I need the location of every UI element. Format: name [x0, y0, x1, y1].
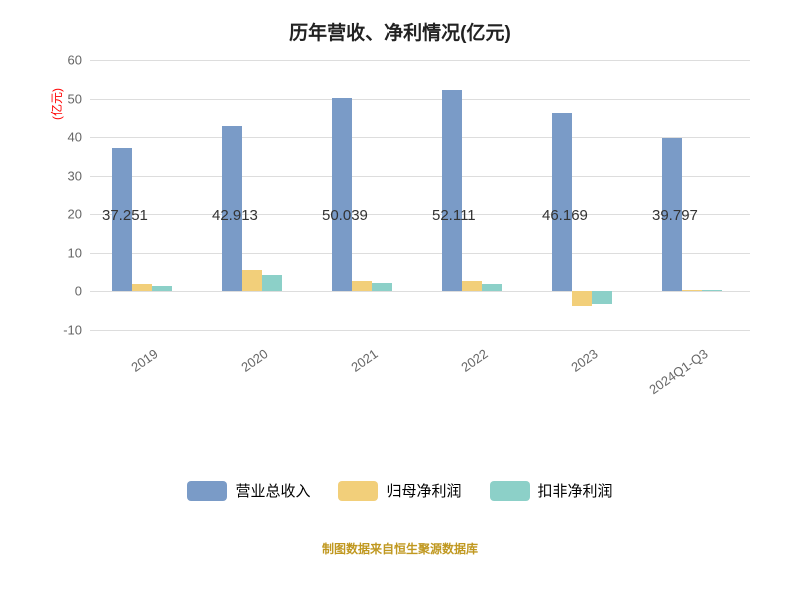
bar [482, 284, 502, 292]
bar [442, 90, 462, 291]
chart-title: 历年营收、净利情况(亿元) [0, 0, 800, 45]
gridline [90, 253, 750, 254]
bar [352, 281, 372, 291]
value-label: 37.251 [102, 207, 148, 224]
gridline [90, 176, 750, 177]
x-tick-label: 2024Q1-Q3 [628, 346, 710, 410]
bar [152, 286, 172, 292]
gridline [90, 330, 750, 331]
x-tick-label: 2019 [78, 346, 160, 410]
value-label: 39.797 [652, 207, 698, 224]
bar [592, 291, 612, 303]
legend-item: 扣非净利润 [490, 480, 613, 501]
legend-swatch [490, 481, 530, 501]
legend-swatch [338, 481, 378, 501]
gridline [90, 214, 750, 215]
gridline [90, 291, 750, 292]
value-label: 46.169 [542, 207, 588, 224]
bar [682, 290, 702, 291]
legend-label: 归母净利润 [386, 480, 461, 501]
bar [462, 281, 482, 292]
gridline [90, 60, 750, 61]
bar [242, 270, 262, 291]
x-tick-label: 2021 [298, 346, 380, 410]
source-note: 制图数据来自恒生聚源数据库 [0, 540, 800, 557]
bar [332, 98, 352, 291]
legend: 营业总收入 归母净利润 扣非净利润 [0, 480, 800, 501]
legend-swatch [187, 481, 227, 501]
value-label: 42.913 [212, 207, 258, 224]
value-label: 50.039 [322, 207, 368, 224]
y-tick-label: 30 [42, 168, 82, 183]
y-tick-label: 60 [42, 53, 82, 68]
legend-label: 扣非净利润 [538, 480, 613, 501]
bar [372, 283, 392, 291]
gridline [90, 99, 750, 100]
plot-area: -100102030405060201937.251202042.9132021… [90, 60, 750, 330]
x-tick-label: 2022 [408, 346, 490, 410]
y-tick-label: 10 [42, 245, 82, 260]
gridline [90, 137, 750, 138]
bar [552, 113, 572, 291]
y-tick-label: 40 [42, 130, 82, 145]
y-tick-label: 50 [42, 91, 82, 106]
legend-item: 归母净利润 [338, 480, 461, 501]
legend-item: 营业总收入 [187, 480, 310, 501]
value-label: 52.111 [432, 207, 476, 224]
x-tick-label: 2023 [518, 346, 600, 410]
legend-label: 营业总收入 [235, 480, 310, 501]
x-tick-label: 2020 [188, 346, 270, 410]
y-tick-label: -10 [42, 323, 82, 338]
bar [262, 275, 282, 291]
bar [702, 290, 722, 292]
bar [572, 291, 592, 306]
bar [132, 284, 152, 291]
y-tick-label: 20 [42, 207, 82, 222]
y-tick-label: 0 [42, 284, 82, 299]
